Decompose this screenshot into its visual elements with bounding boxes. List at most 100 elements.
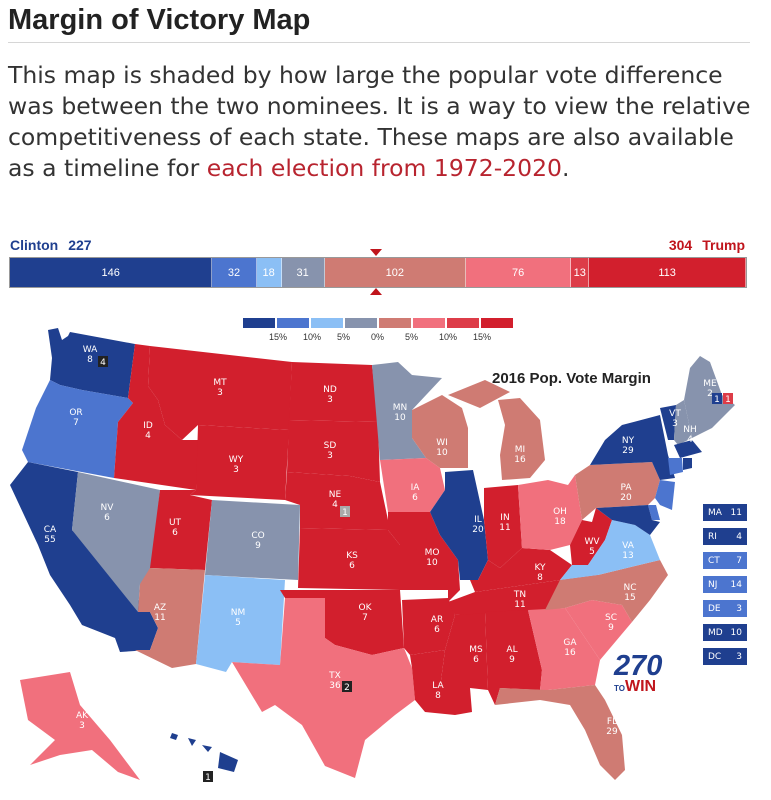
state-abbr-TN: TN [513,590,526,600]
state-abbr-OR: OR [69,408,82,418]
state-MT[interactable] [148,346,292,440]
state-MN[interactable] [372,362,442,460]
state-ev-LA: 8 [435,691,441,701]
badge-bg-ME_d1 [712,393,722,404]
state-AL[interactable] [485,610,542,705]
state-abbr-MT: MT [213,378,227,388]
badge-ME_d2: 1 [725,395,731,405]
state-HI[interactable] [170,733,238,772]
badge-bg-TX [342,681,352,692]
state-FL[interactable] [495,685,625,780]
state-WY[interactable] [190,425,289,500]
state-NJ[interactable] [655,480,675,510]
state-WV[interactable] [570,508,612,565]
state-SD[interactable] [287,420,380,482]
state-AK[interactable] [20,672,140,780]
state-VT[interactable] [660,405,676,440]
state-TX[interactable] [232,598,415,778]
state-AR[interactable] [402,598,455,655]
state-CA[interactable] [10,462,158,652]
state-IN[interactable] [484,485,522,568]
state-abbr-CO: CO [251,531,264,541]
small-state-DC[interactable]: DC 3 [703,648,747,665]
state-ev-NC: 15 [624,593,635,603]
state-KY[interactable] [470,548,572,592]
legend-swatch-6 [447,318,479,328]
state-KS[interactable] [298,528,400,590]
state-CT[interactable] [668,458,683,475]
state-ev-AZ: 11 [154,613,165,623]
timeline-link[interactable]: each election from 1972-2020 [206,154,562,182]
state-abbr-IN: IN [500,513,509,523]
state-abbr-NY: NY [622,436,635,446]
state-ev-FL: 29 [606,727,618,737]
state-NH[interactable] [674,400,692,445]
state-MA[interactable] [674,440,702,458]
state-VA[interactable] [560,520,660,580]
state-abbr-GA: GA [563,638,577,648]
state-GA[interactable] [528,608,600,690]
state-ID[interactable] [114,344,200,490]
small-state-MA[interactable]: MA 11 [703,504,747,521]
state-ev-KS: 6 [349,561,355,571]
ev-segment-2: 18 [256,258,282,287]
small-state-ev: 10 [730,627,742,638]
rep-candidate-name: Trump [702,237,745,253]
state-abbr-MI: MI [515,445,525,455]
ev-segment-5: 76 [465,258,572,287]
state-ev-TX: 36 [329,681,341,691]
state-AZ[interactable] [135,568,205,668]
state-MI[interactable] [448,380,545,480]
state-CO[interactable] [205,500,300,580]
state-SC[interactable] [565,600,632,660]
state-LA[interactable] [410,650,472,715]
legend-swatch-4 [379,318,411,328]
small-state-CT[interactable]: CT 7 [703,552,747,569]
state-abbr-KY: KY [534,563,546,573]
midpoint-arrow-top [370,249,382,256]
state-MS[interactable] [440,612,488,690]
state-ME[interactable] [684,356,735,438]
legend-swatch-7 [481,318,513,328]
small-state-MD[interactable]: MD 10 [703,624,747,641]
state-ev-NM: 5 [235,618,241,628]
state-RI[interactable] [683,458,692,470]
state-ev-TN: 11 [514,600,525,610]
small-state-RI[interactable]: RI 4 [703,528,747,545]
state-PA[interactable] [575,462,660,520]
state-IL[interactable] [430,470,488,580]
state-WA[interactable] [48,328,135,398]
state-ev-WV: 5 [589,547,595,557]
map-title: 2016 Pop. Vote Margin [492,370,651,387]
state-NV[interactable] [72,472,160,612]
state-abbr-FL: FL [607,717,617,727]
small-state-DE[interactable]: DE 3 [703,600,747,617]
state-ev-WI: 10 [436,448,448,458]
legend-swatch-3 [345,318,377,328]
state-OR[interactable] [22,380,133,478]
state-abbr-WI: WI [436,438,448,448]
state-abbr-NV: NV [101,503,115,513]
state-NM[interactable] [196,575,285,672]
state-MD[interactable] [596,505,660,535]
small-states-list: MA 11 RI 4 CT 7 NJ 14 DE 3 MD 10 DC 3 [703,504,747,672]
state-WI[interactable] [412,395,468,468]
ev-segment-3: 31 [281,258,325,287]
state-ev-OR: 7 [73,418,79,428]
ev-segment-0: 146 [10,258,213,287]
small-state-NJ[interactable]: NJ 14 [703,576,747,593]
state-OH[interactable] [518,475,582,550]
state-OK[interactable] [280,590,404,655]
state-ev-MI: 16 [514,455,526,465]
badge-NE: 1 [342,508,348,518]
state-IA[interactable] [380,458,445,512]
state-NE[interactable] [285,472,388,530]
state-ND[interactable] [289,362,378,422]
legend-label-3: 0% [371,332,385,342]
state-NY[interactable] [590,415,675,480]
state-ev-NV: 6 [104,513,110,523]
state-NC[interactable] [545,560,668,622]
state-MO[interactable] [388,512,460,602]
small-state-ev: 11 [730,507,742,518]
state-UT[interactable] [150,490,212,570]
